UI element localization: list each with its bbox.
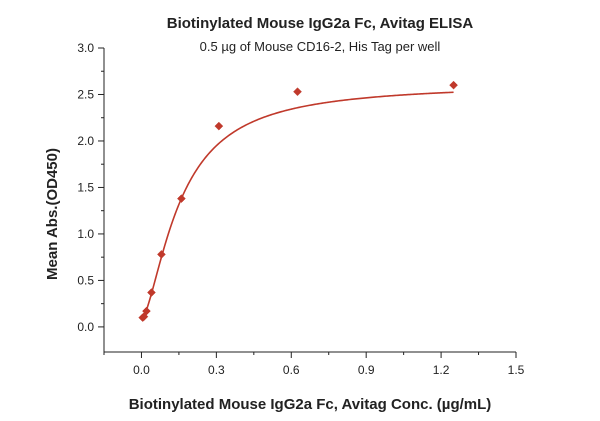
chart-title: Biotinylated Mouse IgG2a Fc, Avitag ELIS… [167,15,474,32]
x-tick-label: 1.5 [508,363,525,377]
fit-curve-layer [142,91,454,319]
x-tick-label: 0.3 [208,363,225,377]
x-tick-label: 0.0 [133,363,150,377]
data-points [138,80,458,322]
data-point [177,194,186,203]
chart-subtitle: 0.5 µg of Mouse CD16-2, His Tag per well [200,39,441,54]
data-point [147,288,156,297]
y-tick-label: 0.0 [77,320,94,334]
data-point [142,306,151,316]
y-tick-label: 2.5 [77,87,94,101]
x-tick-label: 1.2 [433,363,450,377]
y-axis-label: Mean Abs.(OD450) [44,148,61,280]
data-point [449,80,458,90]
data-point [157,250,166,259]
x-tick-label: 0.9 [358,363,375,377]
y-tick-label: 3.0 [77,41,94,55]
x-axis-label: Biotinylated Mouse IgG2a Fc, Avitag Conc… [129,396,492,413]
data-point [214,121,224,131]
data-point [293,87,302,97]
y-tick-label: 2.0 [77,134,94,148]
y-tick-label: 0.5 [77,273,94,287]
x-tick-label: 0.6 [283,363,300,377]
axes: 0.0 0.5 1.0 1.5 2.0 2.5 3.0 0.0 0.3 0.6 0.9 1.2 1.5 [77,41,524,377]
y-tick-label: 1.5 [77,180,94,194]
fit-curve [142,91,454,319]
y-tick-label: 1.0 [77,227,94,241]
